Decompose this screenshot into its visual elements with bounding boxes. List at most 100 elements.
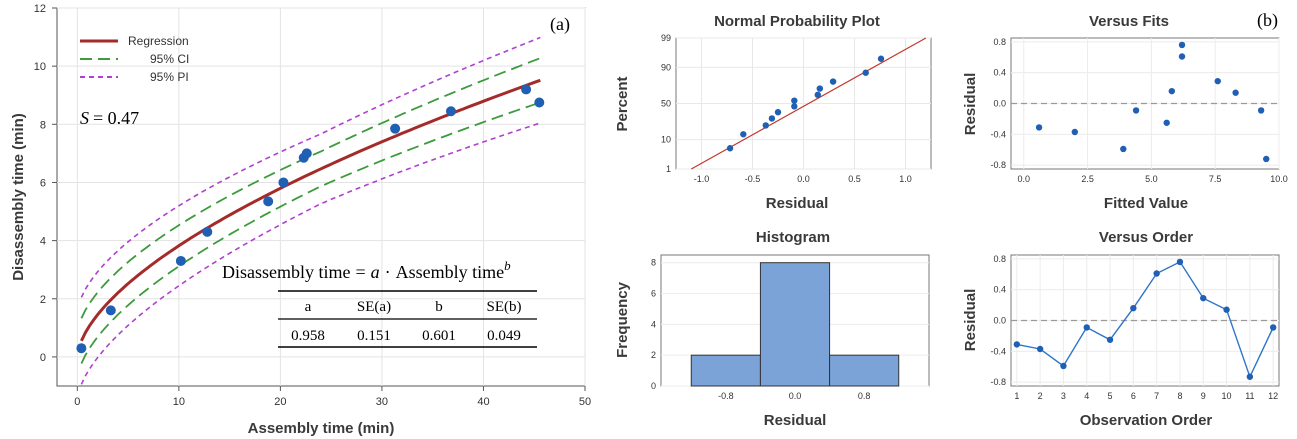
vf-x-axis-label: Fitted Value (1104, 195, 1188, 212)
x-tick-label: 0 (74, 396, 80, 408)
vo-x-tick-label: 10 (1222, 391, 1232, 401)
legend-ci-label: 95% CI (150, 52, 189, 66)
vo-body: -0.8-0.40.00.40.81 2 3 4 5 6 7 8 9 10 11 12 (990, 254, 1279, 401)
npp-y-tick-label: 90 (661, 62, 671, 72)
vo-x-tick-label: 12 (1268, 391, 1278, 401)
npp-y-tick-label: 50 (661, 99, 671, 109)
npp-point (762, 122, 769, 129)
hg-bar (829, 354, 900, 387)
vf-y-axis-label: Residual (962, 73, 979, 136)
vf-point (1263, 155, 1270, 163)
vf-x-tick-label: 10.0 (1270, 174, 1288, 184)
npp-x-tick-label: 0.0 (797, 174, 810, 184)
vf-point (1132, 107, 1140, 114)
vo-y-axis-label: Residual (962, 289, 979, 352)
s-symbol: S (80, 108, 89, 128)
hg-x-tick-label: 0.0 (789, 391, 802, 401)
vo-point (1269, 324, 1277, 331)
npp-x-tick-label: 0.5 (848, 174, 861, 184)
vf-y-tick-label: -0.8 (990, 160, 1006, 170)
panel-a-tick-labels: 0 10 20 30 40 50 0 2 4 6 8 10 12 (34, 3, 591, 408)
vo-x-tick-label: 9 (1201, 391, 1206, 401)
vf-point (1232, 89, 1239, 96)
npp-x-tick-label: -1.0 (694, 174, 710, 184)
panel-a-bands (80, 36, 541, 385)
x-tick-label: 10 (173, 396, 185, 408)
x-tick-label: 30 (376, 396, 388, 408)
vf-point (1214, 77, 1221, 85)
panel-a-y-axis-label: Disassembly time (min) (10, 113, 27, 281)
s-number: = 0.47 (93, 108, 139, 128)
vo-x-axis-label: Observation Order (1080, 412, 1213, 429)
data-point (534, 97, 545, 108)
panel-a-grid (52, 7, 586, 391)
npp-point (829, 78, 837, 85)
vo-point (1176, 258, 1184, 266)
pi-upper-curve (80, 36, 541, 298)
data-point (76, 343, 87, 354)
vo-y-tick-label: -0.4 (990, 346, 1006, 356)
vo-point (1036, 345, 1044, 353)
hg-title: Histogram (756, 229, 830, 246)
npp-point (862, 69, 869, 76)
npp-point (726, 145, 734, 152)
legend-regression-label: Regression (128, 34, 189, 48)
vo-x-tick-label: 7 (1154, 391, 1159, 401)
vf-y-tick-label: 0.0 (993, 99, 1006, 109)
vo-point (1130, 304, 1137, 312)
table-value-se-b: 0.049 (487, 328, 521, 344)
panel-a-regression-chart: 0 10 20 30 40 50 0 2 4 6 8 10 12 (a) Regression 95% … (10, 3, 591, 437)
equation-base: Assembly time (396, 262, 505, 282)
vf-x-tick-label: 2.5 (1081, 174, 1094, 184)
y-tick-label: 0 (40, 352, 46, 364)
vf-point (1035, 124, 1043, 131)
data-point (301, 148, 312, 159)
ci-lower-curve (80, 101, 541, 364)
vo-title: Versus Order (1099, 229, 1193, 246)
vo-point (1106, 336, 1114, 343)
vo-x-tick-label: 1 (1014, 391, 1019, 401)
ci-upper-curve (80, 57, 541, 319)
vo-point (1153, 270, 1160, 277)
panel-a-legend: Regression 95% CI 95% PI (80, 34, 189, 84)
vf-point (1071, 128, 1079, 136)
y-tick-label: 12 (34, 3, 46, 15)
npp-title: Normal Probability Plot (714, 13, 880, 30)
data-point (175, 255, 186, 266)
y-tick-label: 2 (40, 294, 46, 306)
histogram-plot: Histogram 0 2 4 6 8 -0.8 0.0 0.8 Residual Frequ… (614, 229, 930, 429)
vo-x-tick-label: 11 (1245, 391, 1254, 401)
npp-point (774, 108, 782, 116)
vf-point (1168, 87, 1176, 95)
panel-a-plot-frame (56, 7, 586, 387)
vo-point (1223, 306, 1230, 313)
panel-a-tag: (a) (550, 14, 570, 35)
x-tick-label: 20 (274, 396, 286, 408)
vo-point (1083, 324, 1090, 331)
vo-y-tick-label: 0.8 (993, 254, 1006, 264)
x-tick-label: 40 (477, 396, 489, 408)
vo-point (1246, 373, 1254, 380)
vf-body: 0.0 2.5 5.0 7.5 10.0 -0.8 -0.4 0.0 0.4 0.8 (990, 37, 1287, 184)
vf-x-tick-label: 5.0 (1145, 174, 1158, 184)
hg-x-tick-label: 0.8 (858, 391, 871, 401)
data-point (278, 177, 289, 188)
npp-y-tick-label: 10 (661, 135, 671, 145)
npp-point (816, 85, 824, 92)
data-point (263, 196, 274, 207)
vf-point (1178, 53, 1186, 60)
hg-bar (690, 354, 761, 387)
vo-point (1060, 362, 1067, 370)
versus-fits-plot: Versus Fits 0.0 2.5 5.0 7.5 10.0-0.8-0.40.00… (962, 13, 1288, 212)
vf-point (1257, 107, 1265, 114)
hg-body: 0 2 4 6 8 -0.8 0.0 0.8 (651, 258, 929, 401)
hg-y-tick-label: 0 (651, 381, 656, 391)
table-header-a: a (305, 299, 312, 315)
vf-point (1120, 145, 1127, 153)
regression-equation: Disassembly time = a · Assembly timeb (222, 258, 511, 282)
table-header-se-a: SE(a) (357, 299, 391, 315)
hg-y-axis-label: Frequency (614, 281, 631, 358)
vo-x-tick-label: 4 (1084, 391, 1089, 401)
vf-y-tick-label: 0.8 (993, 37, 1006, 47)
